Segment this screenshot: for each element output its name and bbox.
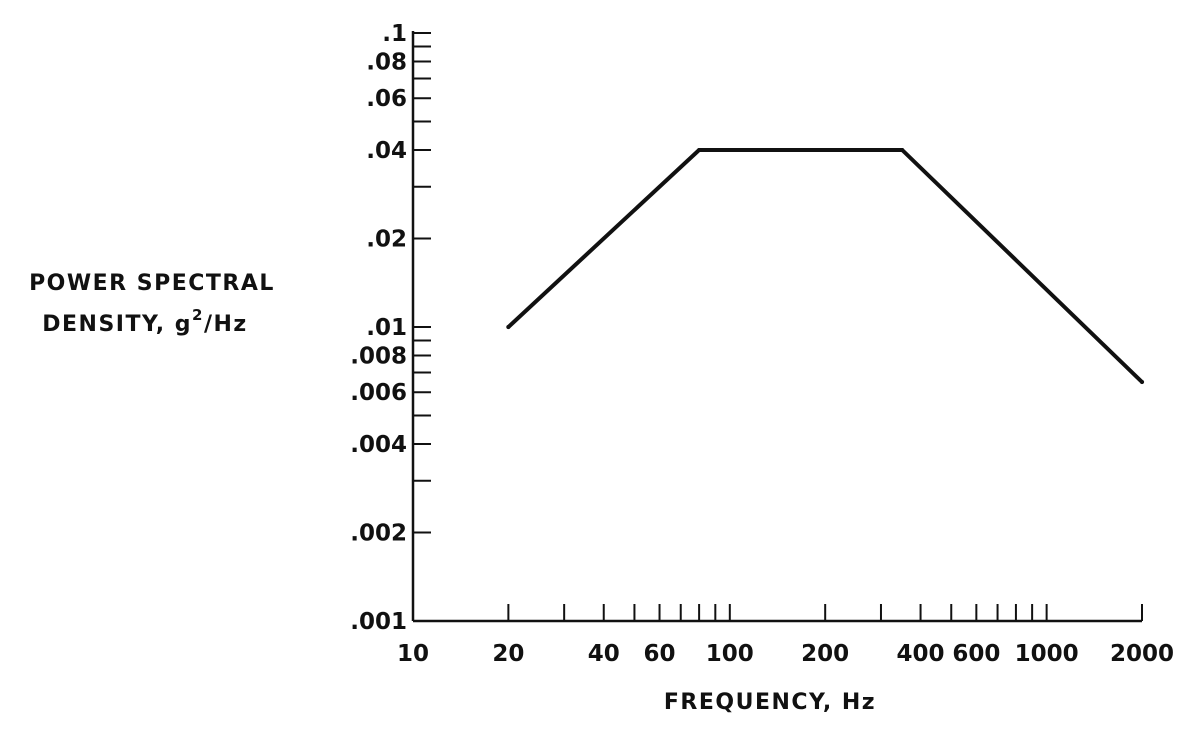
psd-breakpoint [900,147,905,152]
x-tick-label: 200 [801,641,849,667]
y-tick-label: .002 [350,520,407,546]
psd-breakpoint [697,147,702,152]
y-axis-title-superscript: 2 [192,306,204,324]
x-tick-label: 600 [952,641,1000,667]
y-axis-title-suffix: /Hz [204,312,248,337]
psd-breakpoint [506,325,511,329]
y-tick-label: .004 [350,432,407,458]
y-tick-label: .001 [350,609,407,635]
x-tick-label: 2000 [1110,641,1174,667]
axes: .1.08 .06 .04 .02 .01.008 .006 .004 .002 .001 10 2… [350,21,1174,667]
x-tick-label: 1000 [1015,641,1079,667]
y-tick-label: .06 [366,86,407,112]
y-tick-label: .08 [366,49,407,75]
y-axis-title-prefix: DENSITY, g [42,312,192,337]
y-tick-label: .02 [366,226,407,252]
plot-marks [506,147,1144,385]
y-tick-label: .01 [366,315,407,341]
y-axis-title-line1: POWER SPECTRAL [29,271,275,296]
y-tick-label: .1 [382,21,407,47]
x-tick-label: 100 [706,641,754,667]
x-axis-title: FREQUENCY, Hz [664,690,876,715]
x-tick-label: 60 [644,641,676,667]
x-tick-label: 10 [397,641,429,667]
psd-series-line [506,148,1144,384]
x-tick-label: 20 [492,641,524,667]
x-tick-label: 400 [897,641,945,667]
y-tick-label: .008 [350,343,407,369]
y-tick-label: .006 [350,380,407,406]
x-tick-label: 40 [588,641,620,667]
y-tick-label: .04 [366,138,407,164]
y-axis-title: POWER SPECTRAL DENSITY, g2/Hz [29,271,275,337]
y-axis-title-line2: DENSITY, g2/Hz [42,306,248,337]
psd-breakpoint [1140,380,1144,385]
